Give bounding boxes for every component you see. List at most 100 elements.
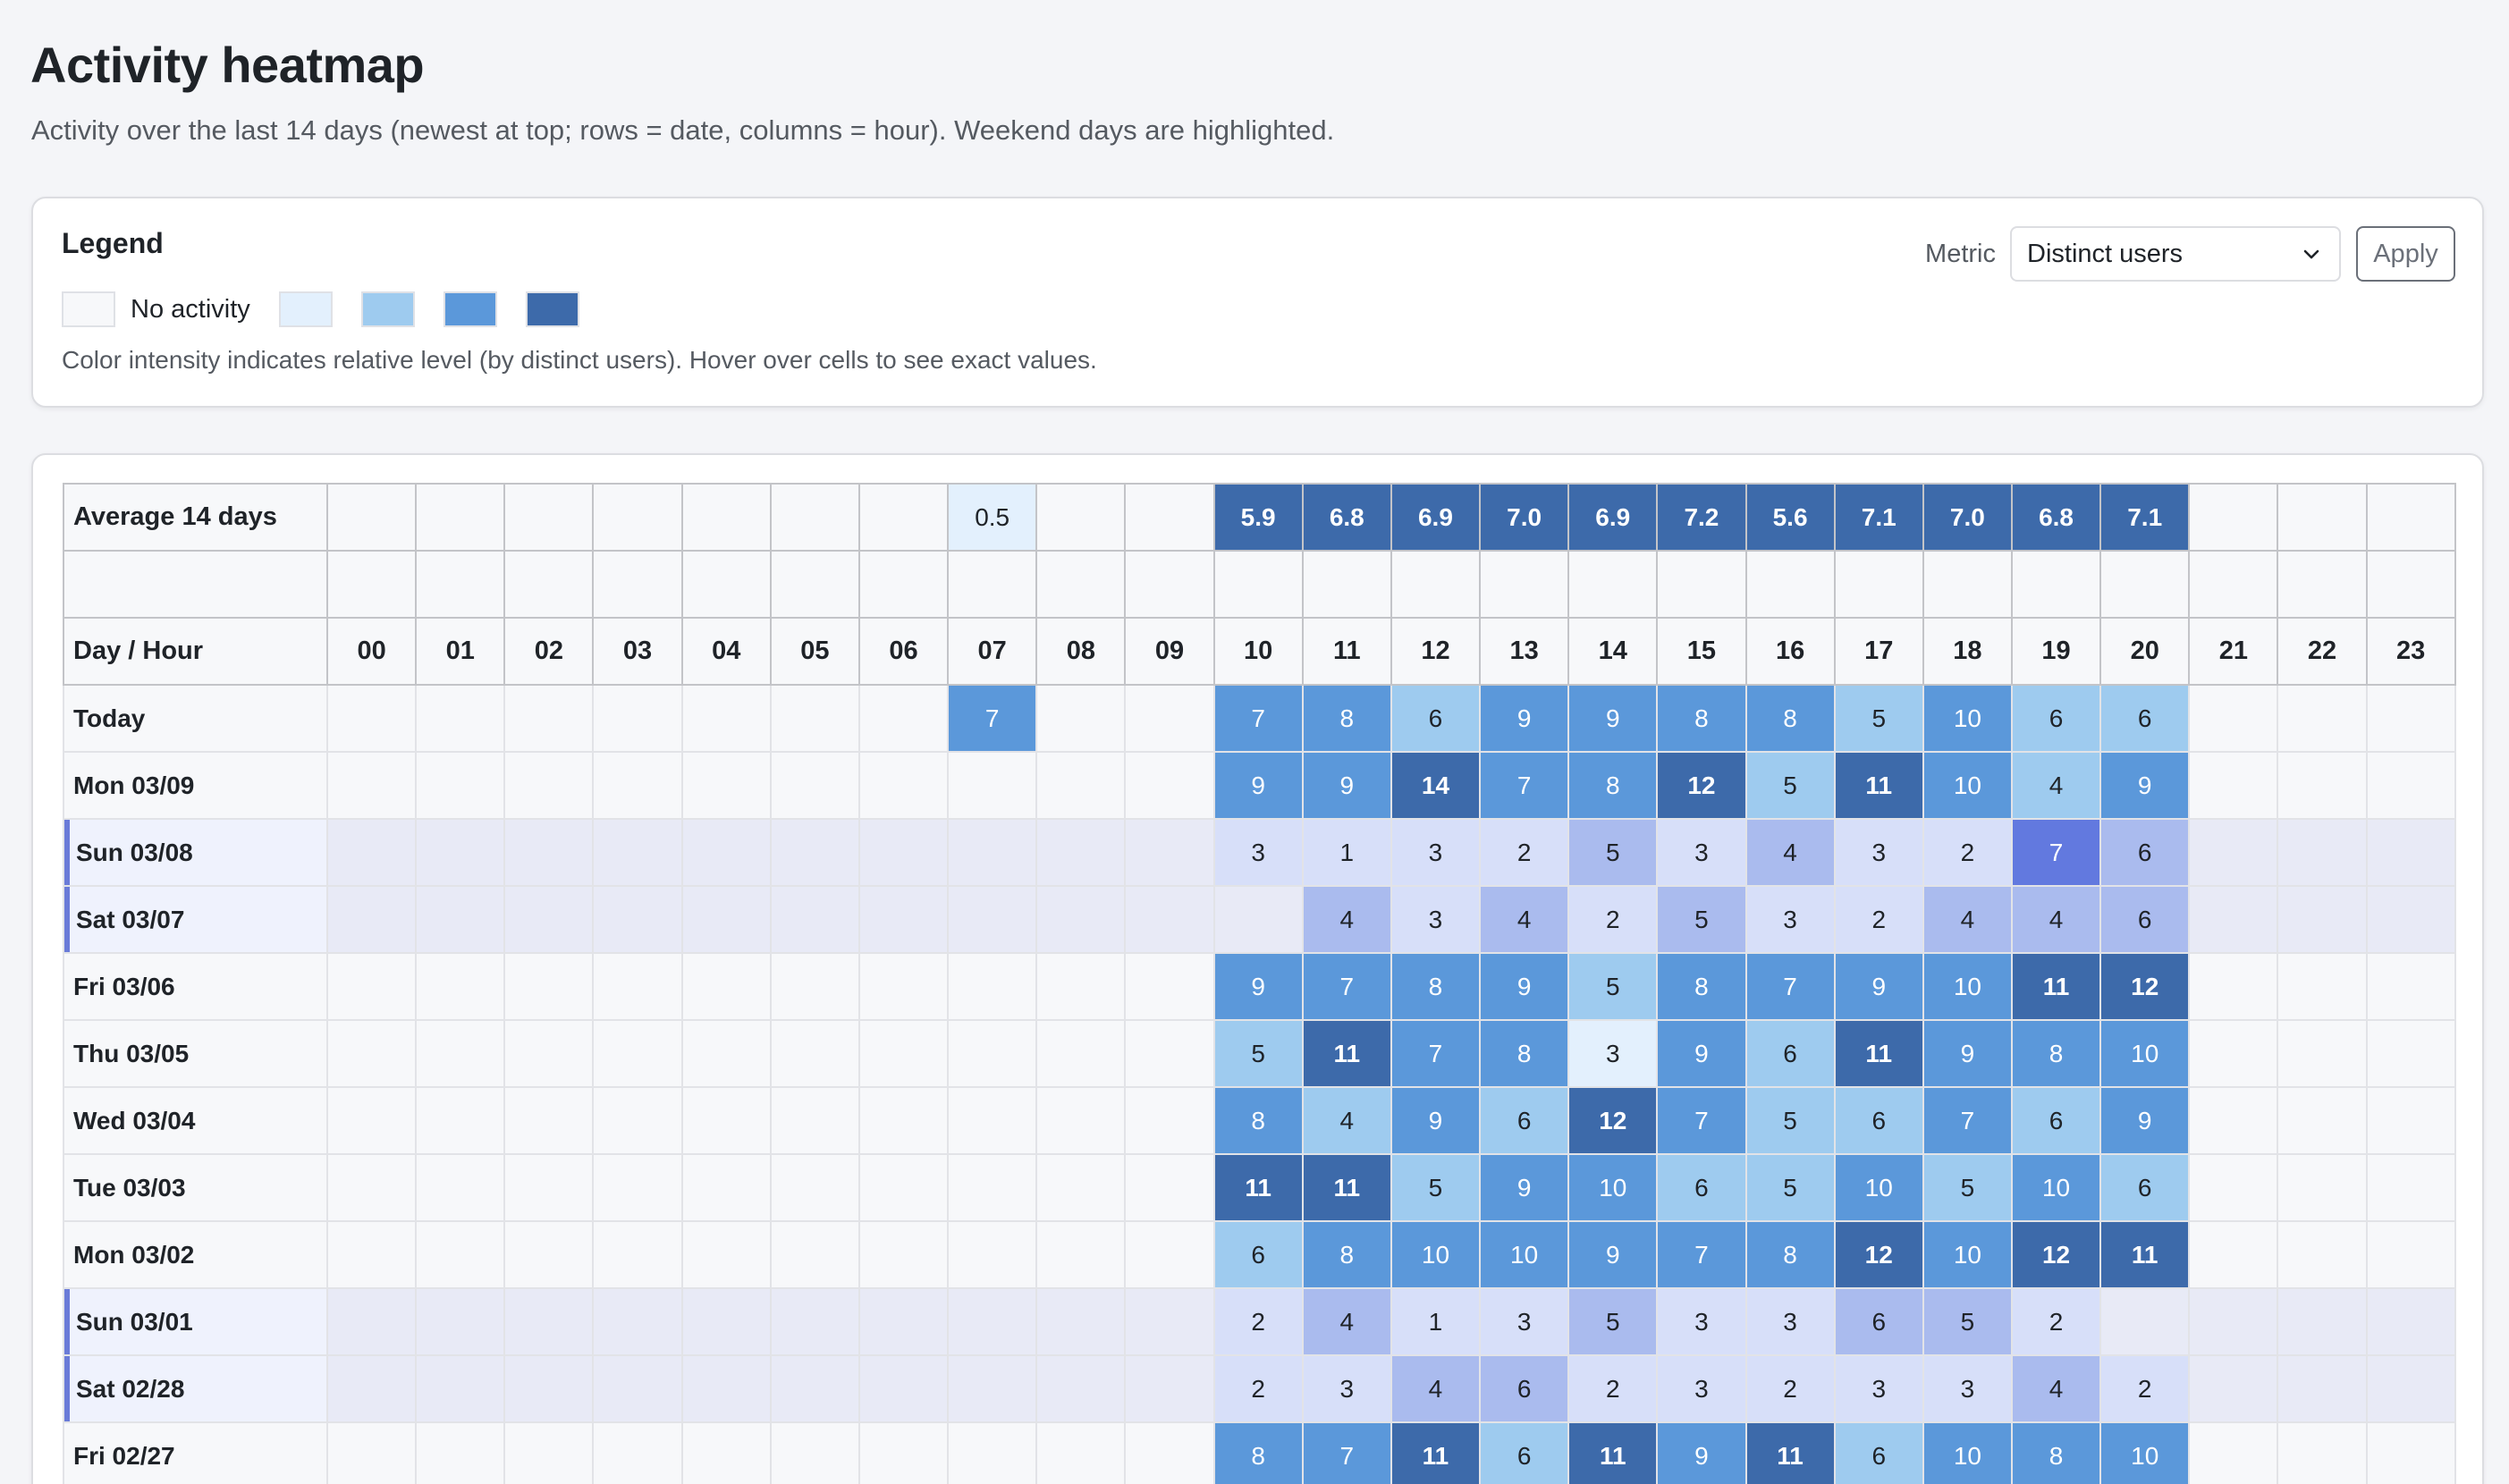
heat-cell[interactable]: 3 — [1390, 818, 1482, 887]
heat-cell[interactable]: 7 — [1922, 1086, 2013, 1155]
heat-cell[interactable]: 3 — [1656, 1354, 1747, 1423]
heat-cell[interactable]: 8 — [1656, 952, 1747, 1021]
heat-cell[interactable]: 10 — [2010, 1153, 2102, 1222]
heat-cell[interactable]: 3 — [1479, 1287, 1570, 1356]
heat-cell[interactable]: 8 — [1212, 1421, 1304, 1484]
heat-cell[interactable]: 5 — [1390, 1153, 1482, 1222]
heat-cell[interactable]: 4 — [1301, 1086, 1392, 1155]
heat-cell[interactable]: 8 — [1390, 952, 1482, 1021]
heat-cell[interactable]: 8 — [2010, 1019, 2102, 1088]
heat-cell[interactable]: 4 — [1301, 1287, 1392, 1356]
heat-cell[interactable]: 5 — [1922, 1287, 2013, 1356]
heat-cell[interactable]: 9 — [2099, 1086, 2191, 1155]
heat-cell[interactable]: 6 — [2099, 684, 2191, 753]
heat-cell[interactable]: 4 — [1744, 818, 1836, 887]
heat-cell[interactable]: 8 — [1744, 1220, 1836, 1289]
heat-cell[interactable]: 9 — [1301, 751, 1392, 820]
heat-cell[interactable]: 6 — [2099, 1153, 2191, 1222]
heat-cell[interactable]: 5 — [1212, 1019, 1304, 1088]
heat-cell[interactable]: 3 — [1744, 885, 1836, 954]
heat-cell[interactable]: 8 — [1567, 751, 1659, 820]
heat-cell[interactable]: 9 — [1567, 684, 1659, 753]
heat-cell[interactable]: 1 — [1301, 818, 1392, 887]
heat-cell[interactable]: 5 — [1833, 684, 1924, 753]
heat-cell[interactable]: 8 — [2010, 1421, 2102, 1484]
heat-cell[interactable]: 2 — [1567, 1354, 1659, 1423]
heat-cell[interactable]: 5 — [1744, 751, 1836, 820]
heat-cell[interactable]: 7 — [947, 684, 1038, 753]
heat-cell[interactable]: 10 — [1479, 1220, 1570, 1289]
heat-cell[interactable]: 4 — [1390, 1354, 1482, 1423]
heat-cell[interactable]: 2 — [1833, 885, 1924, 954]
heat-cell[interactable]: 5 — [1922, 1153, 2013, 1222]
heat-cell[interactable]: 2 — [2099, 1354, 2191, 1423]
heat-cell[interactable]: 3 — [1656, 818, 1747, 887]
heat-cell[interactable]: 6 — [2099, 818, 2191, 887]
heat-cell[interactable]: 12 — [2099, 952, 2191, 1021]
heat-cell[interactable]: 11 — [2010, 952, 2102, 1021]
heat-cell[interactable]: 8 — [1301, 684, 1392, 753]
heat-cell[interactable]: 7 — [1744, 952, 1836, 1021]
heat-cell[interactable]: 11 — [1833, 1019, 1924, 1088]
heat-cell[interactable]: 6 — [1744, 1019, 1836, 1088]
heat-cell[interactable]: 12 — [1656, 751, 1747, 820]
heat-cell[interactable]: 14 — [1390, 751, 1482, 820]
heat-cell[interactable]: 8 — [1212, 1086, 1304, 1155]
heat-cell[interactable]: 7 — [1212, 684, 1304, 753]
heat-cell[interactable]: 4 — [2010, 751, 2102, 820]
heat-cell[interactable]: 9 — [1656, 1019, 1747, 1088]
heat-cell[interactable]: 7 — [1390, 1019, 1482, 1088]
heat-cell[interactable]: 4 — [2010, 1354, 2102, 1423]
heat-cell[interactable]: 4 — [1922, 885, 2013, 954]
heat-cell[interactable]: 4 — [2010, 885, 2102, 954]
heat-cell[interactable]: 6 — [1212, 1220, 1304, 1289]
heat-cell[interactable]: 6 — [1656, 1153, 1747, 1222]
heat-cell[interactable]: 7 — [1301, 952, 1392, 1021]
heat-cell[interactable]: 3 — [1390, 885, 1482, 954]
heat-cell[interactable]: 6 — [1833, 1421, 1924, 1484]
heat-cell[interactable]: 7 — [1479, 751, 1570, 820]
heat-cell[interactable]: 1 — [1390, 1287, 1482, 1356]
heat-cell[interactable]: 9 — [1212, 751, 1304, 820]
metric-select[interactable]: Distinct users — [2010, 226, 2341, 282]
heat-cell[interactable]: 11 — [1212, 1153, 1304, 1222]
heat-cell[interactable]: 2 — [1567, 885, 1659, 954]
heat-cell[interactable]: 6 — [1833, 1287, 1924, 1356]
heat-cell[interactable]: 6 — [1390, 684, 1482, 753]
heat-cell[interactable]: 2 — [1479, 818, 1570, 887]
heat-cell[interactable]: 3 — [1656, 1287, 1747, 1356]
heat-cell[interactable]: 10 — [2099, 1019, 2191, 1088]
apply-button[interactable]: Apply — [2356, 226, 2455, 282]
heat-cell[interactable]: 11 — [1390, 1421, 1482, 1484]
heat-cell[interactable]: 10 — [1833, 1153, 1924, 1222]
heat-cell[interactable]: 10 — [1922, 1421, 2013, 1484]
heat-cell[interactable]: 9 — [1922, 1019, 2013, 1088]
heat-cell[interactable]: 9 — [1390, 1086, 1482, 1155]
heat-cell[interactable]: 4 — [1479, 885, 1570, 954]
heat-cell[interactable]: 2 — [2010, 1287, 2102, 1356]
heat-cell[interactable]: 8 — [1479, 1019, 1570, 1088]
heat-cell[interactable]: 10 — [2099, 1421, 2191, 1484]
heat-cell[interactable]: 11 — [1301, 1019, 1392, 1088]
heat-cell[interactable]: 10 — [1922, 952, 2013, 1021]
heat-cell[interactable]: 2 — [1922, 818, 2013, 887]
heat-cell[interactable]: 5 — [1656, 885, 1747, 954]
heat-cell[interactable]: 5 — [1567, 952, 1659, 1021]
heat-cell[interactable]: 6 — [1479, 1354, 1570, 1423]
heat-cell[interactable]: 10 — [1922, 751, 2013, 820]
heat-cell[interactable]: 8 — [1656, 684, 1747, 753]
heat-cell[interactable]: 6 — [2010, 1086, 2102, 1155]
heat-cell[interactable]: 2 — [1212, 1354, 1304, 1423]
heat-cell[interactable]: 12 — [1567, 1086, 1659, 1155]
heat-cell[interactable]: 11 — [1833, 751, 1924, 820]
heat-cell[interactable]: 10 — [1922, 684, 2013, 753]
heat-cell[interactable]: 5 — [1567, 818, 1659, 887]
heat-cell[interactable]: 3 — [1833, 1354, 1924, 1423]
heat-cell[interactable]: 7 — [1301, 1421, 1392, 1484]
heat-cell[interactable]: 5 — [1567, 1287, 1659, 1356]
heat-cell[interactable]: 9 — [1479, 952, 1570, 1021]
heat-cell[interactable]: 9 — [1479, 1153, 1570, 1222]
heat-cell[interactable]: 9 — [2099, 751, 2191, 820]
heat-cell[interactable]: 7 — [1656, 1220, 1747, 1289]
heat-cell[interactable]: 5 — [1744, 1153, 1836, 1222]
